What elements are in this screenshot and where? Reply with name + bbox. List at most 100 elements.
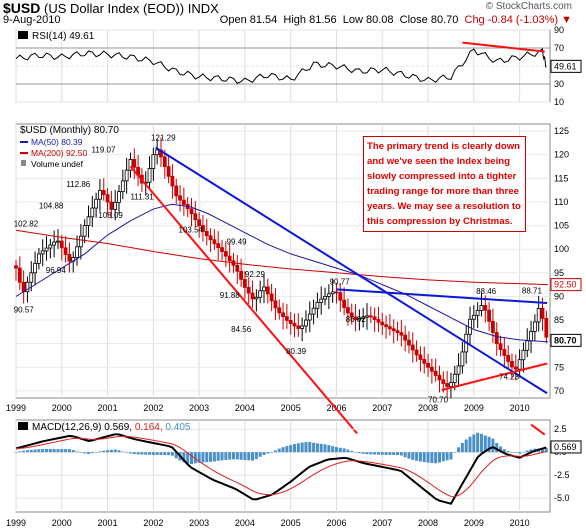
x-tick-label: 2010 <box>510 518 530 528</box>
macd-histogram-bar <box>483 435 487 453</box>
macd-histogram-bar <box>163 452 167 456</box>
price-annotation-label: 99.49 <box>227 237 248 246</box>
candle-body <box>510 360 514 368</box>
price-tick-label: 100 <box>554 244 569 254</box>
macd-histogram-bar <box>346 449 350 453</box>
candle-body <box>437 375 442 381</box>
macd-histogram-bar <box>369 452 373 455</box>
macd-histogram-bar <box>60 449 64 453</box>
macd-histogram-bar <box>464 439 468 453</box>
candle-body <box>67 254 72 262</box>
macd-histogram-bar <box>224 452 228 460</box>
change-value: Chg -0.84 (-1.03%) <box>464 14 559 26</box>
macd-histogram-bar <box>361 452 365 454</box>
macd-histogram-bar <box>22 450 26 453</box>
macd-histogram-bar <box>281 447 285 453</box>
candle-body <box>178 195 182 201</box>
macd-histogram-bar <box>48 448 52 453</box>
x-tick-label: 2001 <box>98 403 118 413</box>
candle-body <box>109 201 114 210</box>
price-annotation-label: 84.56 <box>231 325 252 334</box>
price-annotation-label: 121.29 <box>151 134 176 143</box>
candle-body <box>532 321 537 332</box>
rsi-tick-label: 90 <box>554 25 564 35</box>
macd-histogram-bar <box>350 451 354 453</box>
candle-body <box>25 281 30 293</box>
macd-histogram-bar <box>441 452 445 462</box>
candle-body <box>433 370 438 376</box>
macd-histogram-bar <box>426 452 430 463</box>
macd-tick-label: -2.5 <box>554 470 570 480</box>
down-arrow-icon: ▼ <box>561 14 572 26</box>
candle-body <box>254 296 259 300</box>
candle-body <box>44 247 49 252</box>
macd-histogram-bar <box>205 452 209 463</box>
macd-histogram-bar <box>479 433 483 453</box>
macd-histogram-bar <box>514 452 518 453</box>
price-annotation-label: 74.23 <box>499 373 520 382</box>
price-annotation-label: 70.70 <box>428 395 449 404</box>
macd-histogram-bar <box>190 452 194 465</box>
price-annotation-label: 111.31 <box>130 193 154 202</box>
macd-histogram-bar <box>468 436 472 453</box>
candle-body <box>353 316 358 321</box>
candle-body <box>36 253 41 264</box>
candle-body <box>52 241 57 246</box>
macd-histogram-bar <box>304 442 308 453</box>
macd-histogram-bar <box>159 452 163 456</box>
candle-body <box>265 286 270 295</box>
macd-histogram-bar <box>476 432 480 453</box>
candle-body <box>418 354 423 360</box>
trendline-blue-upper <box>336 288 548 305</box>
macd-histogram-bar <box>45 448 49 453</box>
macd-histogram-bar <box>201 452 205 463</box>
price-annotation-label: 102.82 <box>14 220 39 229</box>
candle-body <box>498 343 503 350</box>
candle-body <box>300 325 305 329</box>
candle-body <box>227 255 232 262</box>
rsi-tick-label: 70 <box>554 43 564 53</box>
candle-body <box>223 251 228 257</box>
candle-body <box>105 194 110 203</box>
candle-body <box>132 159 137 168</box>
candle-body <box>235 264 240 272</box>
macd-histogram-bar <box>491 438 495 453</box>
candle-body <box>368 315 373 318</box>
x-tick-label: 2008 <box>418 518 438 528</box>
high-value: High 81.56 <box>283 14 337 26</box>
macd-histogram-bar <box>52 449 56 453</box>
candle-body <box>384 324 388 328</box>
macd-histogram-bar <box>197 452 201 463</box>
candle-body <box>376 319 381 323</box>
rsi-line <box>15 48 547 84</box>
macd-histogram-bar <box>128 452 132 454</box>
candle-body <box>441 379 446 384</box>
candle-body <box>536 307 541 323</box>
macd-legend-label: MACD(12,26,9) 0.569, 0.164, 0.405 <box>32 422 191 433</box>
candle-body <box>201 225 205 232</box>
x-tick-label: 2009 <box>464 518 484 528</box>
price-annotation-label: 108.09 <box>98 211 123 220</box>
macd-histogram-bar <box>529 449 533 453</box>
macd-histogram-bar <box>430 452 434 463</box>
candle-body <box>269 293 274 302</box>
macd-histogram-bar <box>399 452 403 456</box>
candle-body <box>346 307 350 314</box>
macd-trendline <box>530 423 546 436</box>
candle-body <box>395 330 400 334</box>
candle-body <box>220 247 224 252</box>
macd-histogram-bar <box>117 450 121 453</box>
macd-histogram-bar <box>373 452 377 455</box>
candle-body <box>98 190 102 200</box>
x-tick-label: 1999 <box>6 518 26 528</box>
candle-body <box>525 340 530 351</box>
candle-body <box>304 319 308 327</box>
macd-histogram-bar <box>331 446 335 453</box>
macd-histogram-bar <box>174 452 178 459</box>
macd-histogram-bar <box>460 442 464 453</box>
candle-body <box>101 190 106 196</box>
price-tick-label: 125 <box>554 126 569 136</box>
macd-histogram-bar <box>525 450 529 453</box>
candle-body <box>391 328 396 332</box>
macd-histogram-bar <box>113 449 117 453</box>
